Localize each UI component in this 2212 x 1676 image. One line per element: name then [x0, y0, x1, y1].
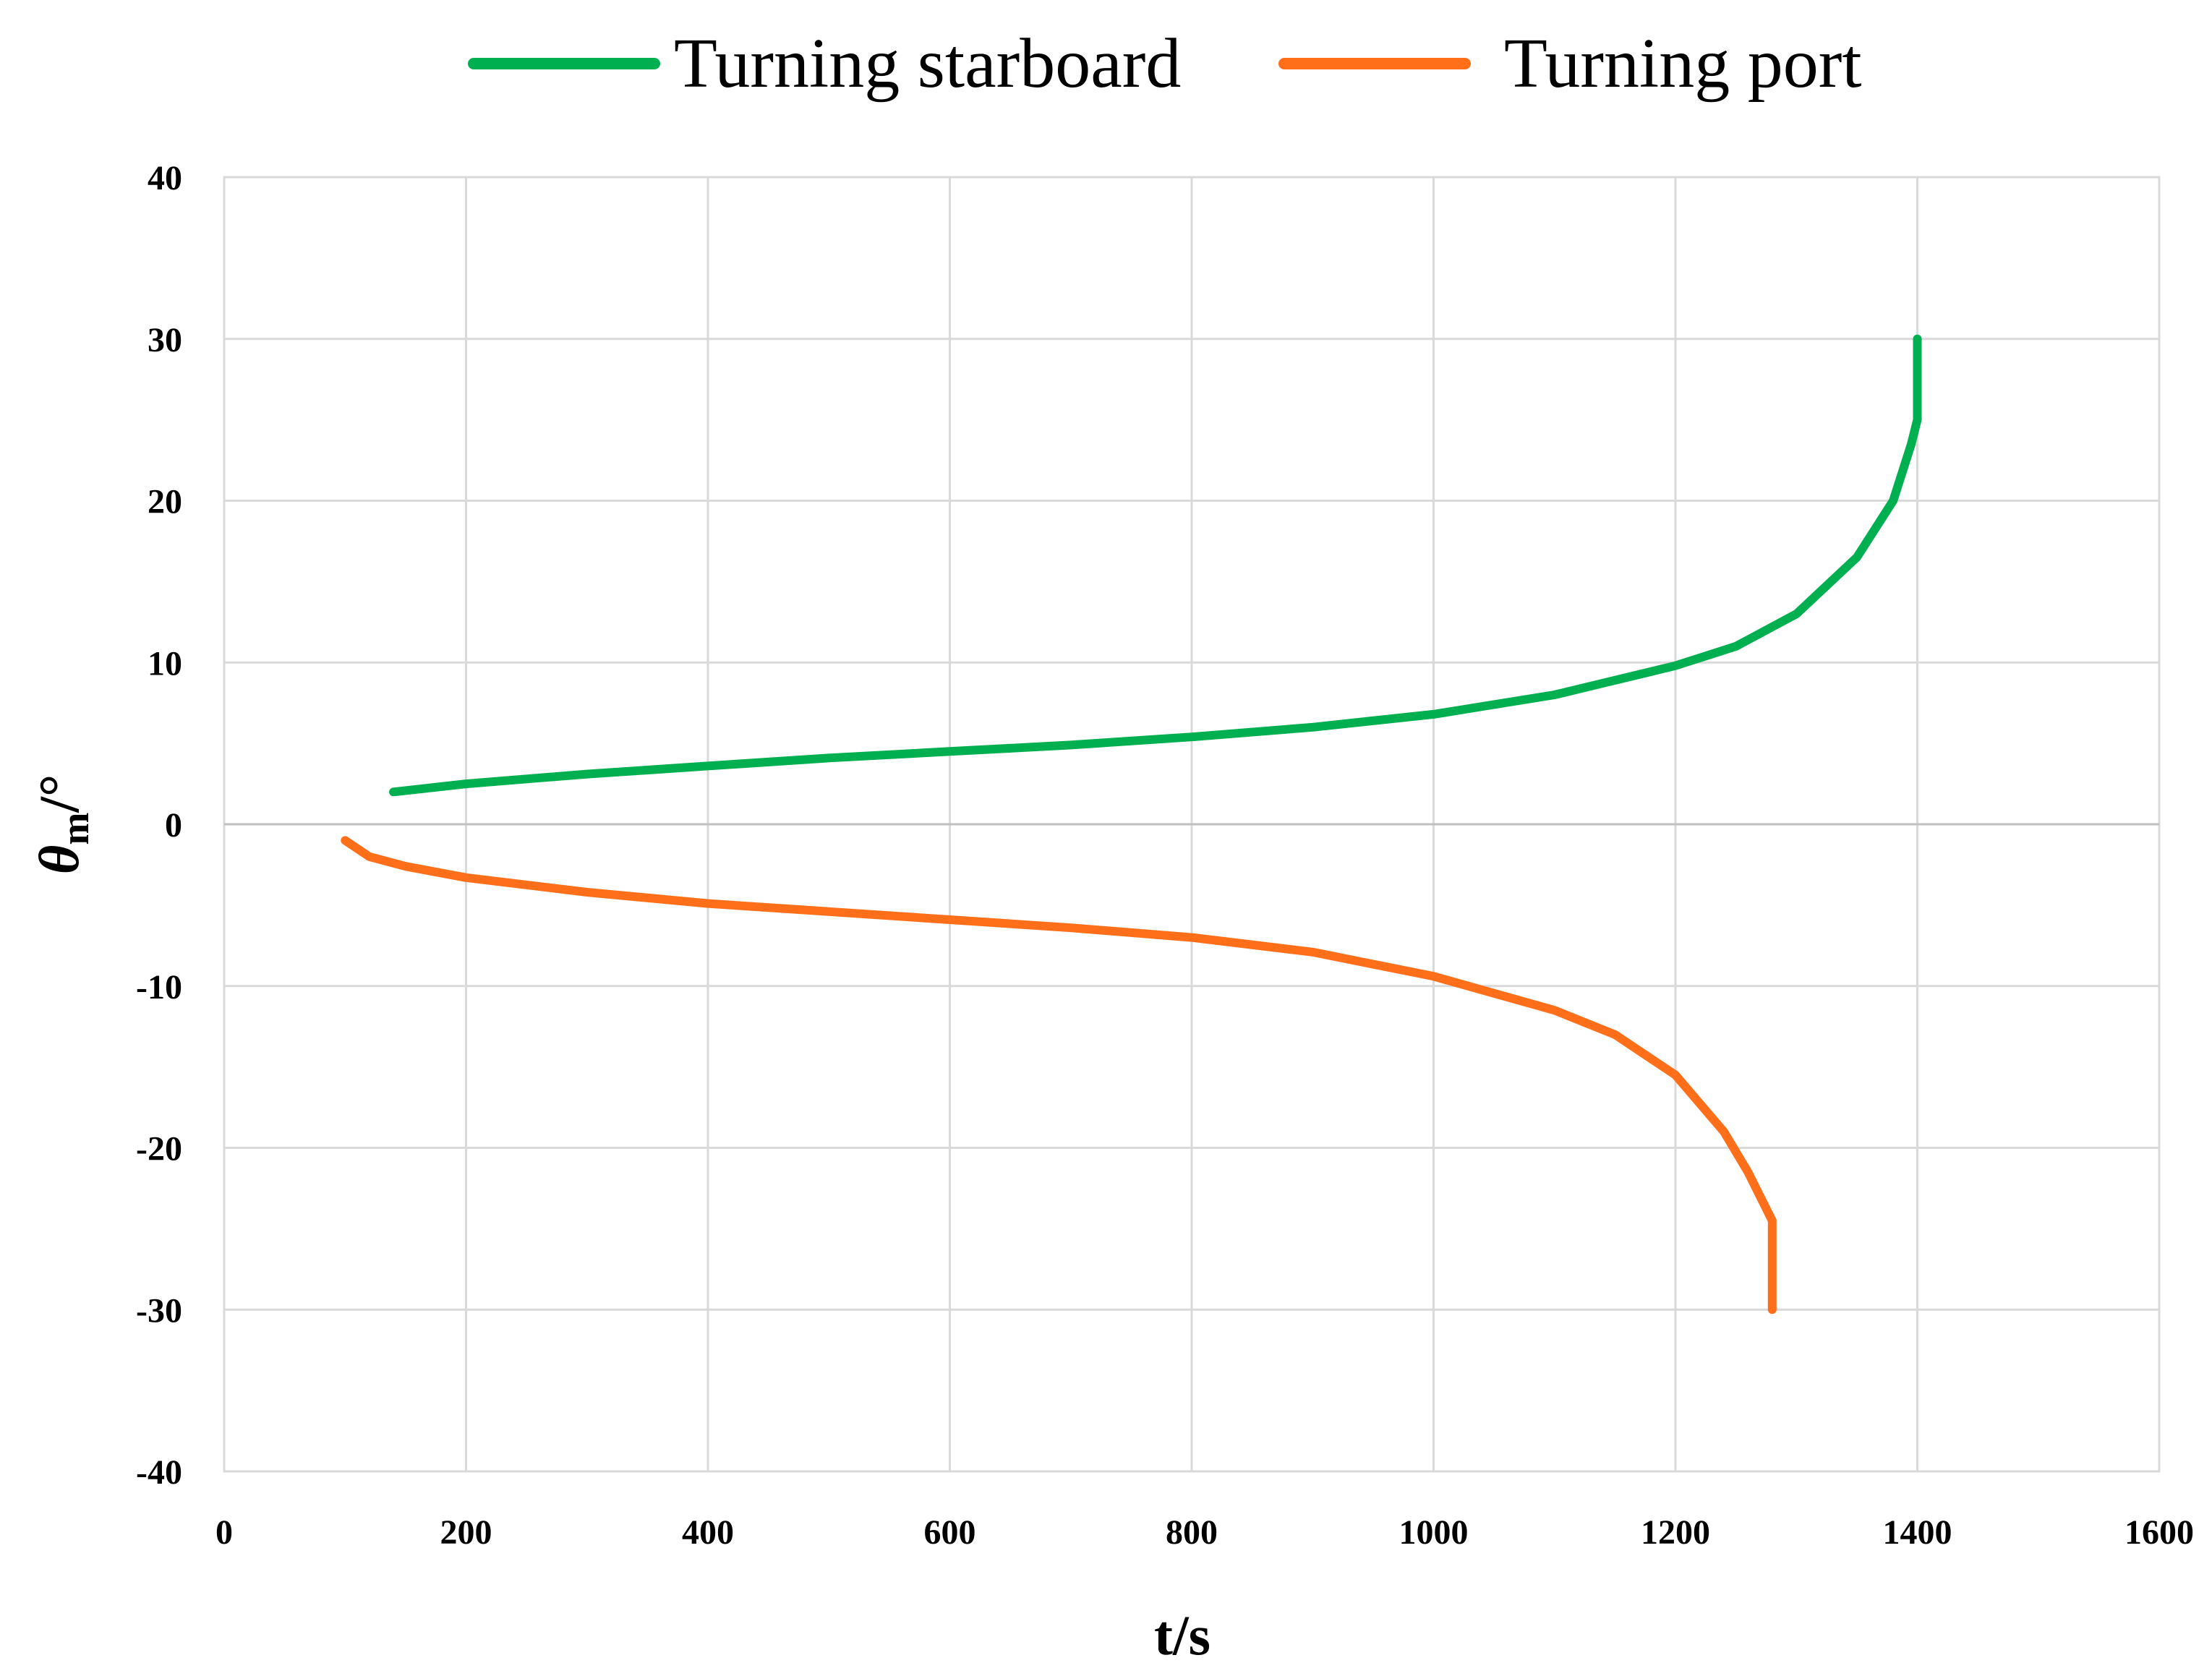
x-tick-label: 800	[1166, 1513, 1218, 1552]
y-tick-label: 10	[148, 644, 182, 683]
legend-label-turning-port: Turning port	[1504, 25, 1862, 103]
y-tick-label: -40	[136, 1453, 182, 1492]
legend: Turning starboard Turning port	[468, 25, 1862, 103]
y-axis-title: θm/°	[27, 774, 97, 874]
x-axis-ticks: 0 200 400 600 800 1000 1200 1400 1600	[215, 1513, 2194, 1552]
series-line-turning-starboard	[389, 334, 1922, 797]
x-tick-label: 200	[440, 1513, 492, 1552]
x-tick-label: 0	[215, 1513, 233, 1552]
y-axis-subscript: m	[54, 813, 97, 845]
y-axis-unit: /°	[27, 774, 90, 813]
x-tick-label: 1200	[1641, 1513, 1710, 1552]
y-tick-label: 40	[148, 159, 182, 197]
series-line-turning-port	[341, 836, 1777, 1314]
y-tick-label: 30	[148, 321, 182, 359]
series	[341, 334, 1922, 1314]
x-axis-title: t/s	[1154, 1604, 1210, 1667]
legend-label-turning-starboard: Turning starboard	[674, 25, 1181, 103]
x-tick-label: 1400	[1883, 1513, 1952, 1552]
y-axis-ticks: 40 30 20 10 0 -10 -20 -30 -40	[136, 159, 182, 1492]
x-tick-label: 1600	[2125, 1513, 2194, 1552]
y-tick-label: -10	[136, 968, 182, 1006]
y-axis-symbol: θ	[27, 845, 90, 875]
y-tick-label: 0	[165, 806, 182, 845]
grid	[224, 177, 2159, 1471]
y-tick-label: -20	[136, 1130, 182, 1168]
x-tick-label: 1000	[1399, 1513, 1469, 1552]
x-tick-label: 400	[682, 1513, 734, 1552]
x-tick-label: 600	[924, 1513, 976, 1552]
svg-text:θm/°: θm/°	[27, 774, 97, 874]
y-tick-label: -30	[136, 1291, 182, 1330]
y-tick-label: 20	[148, 483, 182, 521]
